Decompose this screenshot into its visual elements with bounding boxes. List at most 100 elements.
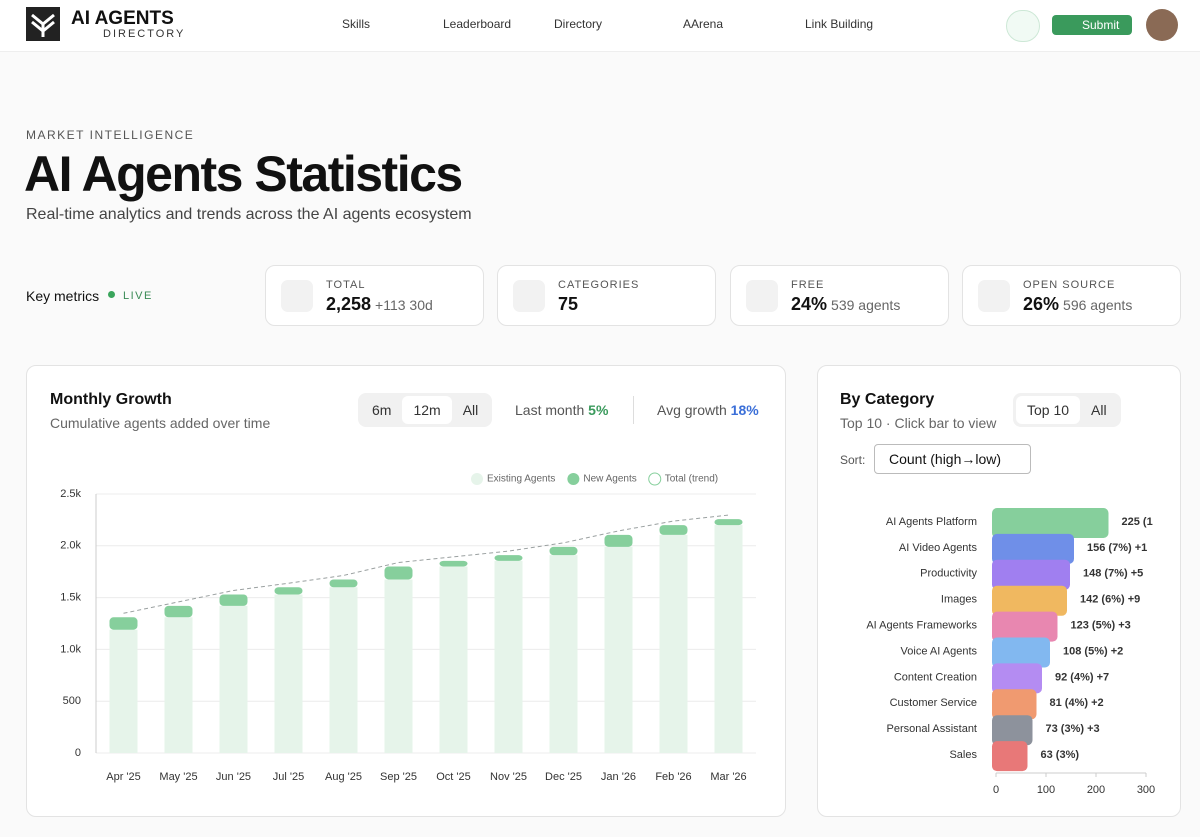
bar-segment [384, 566, 413, 580]
live-label: LIVE [123, 290, 153, 302]
metric-label: TOTAL [326, 279, 366, 291]
bar-segment [329, 587, 358, 753]
trend-line [123, 514, 729, 614]
nav-link[interactable]: Link Building [805, 17, 874, 31]
bar-segment [494, 560, 523, 753]
range-tab[interactable]: 12m [402, 396, 452, 424]
bar-segment [274, 594, 303, 753]
y-tick-label: 1.0k [60, 643, 81, 655]
legend-label: Total (trend) [665, 474, 718, 485]
x-tick-label: 100 [1037, 784, 1055, 796]
category-label: Sales [949, 749, 977, 761]
metric-value: 2,258 +113 30d [326, 294, 433, 315]
category-label: Content Creation [894, 671, 977, 683]
category-label: AI Agents Platform [886, 516, 977, 528]
metric-icon [281, 280, 313, 312]
metric-value: 24% 539 agents [791, 294, 900, 315]
bar [992, 611, 1058, 642]
x-tick-label: Mar '26 [710, 771, 746, 783]
nav-link[interactable]: Skills [342, 17, 371, 31]
x-tick-label: Dec '25 [545, 771, 582, 783]
nav-link[interactable]: Directory [554, 17, 603, 31]
growth-chart: 0 500 1.0k 1.5k 2.0k 2.5k Apr '25 May '25 Jun '2… [60, 472, 756, 783]
x-tick-label: 200 [1087, 784, 1105, 796]
metric-value: 75 [558, 294, 578, 315]
metric-icon [513, 280, 545, 312]
bar-segment [384, 579, 413, 753]
metric-extra: +113 30d [375, 297, 433, 313]
metric-label: FREE [791, 279, 825, 291]
bar [992, 689, 1037, 720]
bar-segment [549, 555, 578, 753]
growth-card: Monthly Growth Cumulative agents added o… [26, 365, 786, 817]
legend-label: New Agents [583, 474, 636, 485]
metric-number: 75 [558, 294, 579, 314]
bar-segment [219, 605, 248, 753]
category-label: Images [941, 594, 978, 606]
divider [633, 396, 634, 424]
logo-text: AI AGENTS [71, 8, 174, 29]
live-dot [108, 291, 115, 298]
bar-segment [494, 555, 523, 561]
value-label: 148 (7%) +5 [1083, 568, 1143, 580]
search-button[interactable] [1006, 10, 1040, 42]
bar-segment [604, 546, 633, 753]
logo-icon [26, 7, 60, 41]
value-label: 123 (5%) +3 [1071, 620, 1131, 632]
metric-card[interactable]: CATEGORIES 75 [497, 265, 716, 326]
bar [992, 585, 1067, 616]
bar [992, 559, 1070, 590]
metric-icon [978, 280, 1010, 312]
value-label: 73 (3%) +3 [1046, 723, 1100, 735]
submit-button[interactable]: Submit [1052, 15, 1132, 35]
bar [992, 637, 1050, 668]
card-title: Monthly Growth [50, 391, 172, 408]
bar-segment [439, 560, 468, 567]
x-tick-label: Jan '26 [601, 771, 636, 783]
category-label: Personal Assistant [887, 723, 978, 735]
x-tick-label: Aug '25 [325, 771, 362, 783]
view-tabs: Top 10 All [1013, 393, 1121, 427]
bar-segment [164, 617, 193, 753]
value-label: 142 (6%) +9 [1080, 594, 1140, 606]
logo-sub: DIRECTORY [103, 28, 186, 40]
x-tick-label: Nov '25 [490, 771, 527, 783]
value-label: 156 (7%) +1 [1087, 542, 1147, 554]
card-title: By Category [840, 391, 935, 408]
metric-number: 24% [791, 294, 828, 314]
view-tab[interactable]: All [1091, 402, 1107, 418]
x-tick-label: Jul '25 [273, 771, 304, 783]
nav-link[interactable]: Leaderboard [443, 17, 512, 31]
avatar[interactable] [1146, 9, 1178, 41]
sort-select[interactable]: Count (high→low) [874, 444, 1031, 474]
metric-card[interactable]: TOTAL 2,258 +113 30d [265, 265, 484, 326]
x-tick-label: Apr '25 [106, 771, 141, 783]
stat-label: Avg growth [657, 402, 727, 418]
x-tick-label: 300 [1137, 784, 1155, 796]
value-label: 81 (4%) +2 [1050, 697, 1104, 709]
metric-label: CATEGORIES [558, 279, 640, 291]
nav-link[interactable]: AArena [683, 17, 724, 31]
view-tab[interactable]: Top 10 [1016, 396, 1081, 424]
x-tick-label: Feb '26 [655, 771, 691, 783]
stat-value: 18% [730, 402, 759, 418]
legend-swatch [648, 472, 662, 486]
y-tick-label: 2.5k [60, 488, 81, 500]
bar-segment [274, 587, 303, 595]
category-chart: AI Agents Platform 225 (1 AI Video Agents 1… [866, 508, 1155, 796]
y-tick-label: 500 [63, 695, 81, 707]
range-tab[interactable]: All [462, 402, 479, 418]
bar-segment [109, 629, 138, 753]
category-label: AI Agents Frameworks [866, 620, 977, 632]
metrics-label: Key metrics [26, 288, 100, 304]
bar-segment [659, 525, 688, 535]
value-label: 108 (5%) +2 [1063, 645, 1123, 657]
legend-swatch [567, 473, 580, 485]
bar-segment [219, 594, 248, 606]
metric-card: OPEN SOURCE 26% 596 agents [962, 265, 1181, 326]
range-tab[interactable]: 6m [372, 402, 392, 418]
y-tick-label: 0 [75, 747, 81, 759]
y-tick-label: 2.0k [60, 540, 81, 552]
bar [992, 715, 1033, 746]
